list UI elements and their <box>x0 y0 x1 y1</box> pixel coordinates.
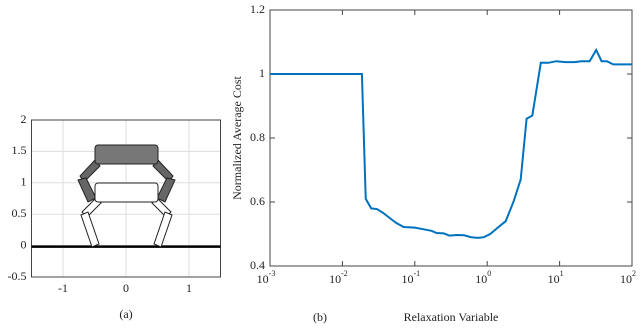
y-tick-label: 1 <box>21 175 27 189</box>
caption: (a) <box>119 307 132 321</box>
x-tick-label: 102 <box>620 269 636 286</box>
x-tick-label: 10-1 <box>401 269 420 286</box>
y-axis-label: Normalized Average Cost <box>230 75 244 199</box>
x-tick-base: 10 <box>548 272 560 286</box>
x-tick-exponent: -2 <box>341 269 348 278</box>
x-tick-base: 10 <box>475 272 487 286</box>
y-tick-label: 0.4 <box>250 258 265 272</box>
data-line <box>270 47 632 239</box>
x-tick-base: 10 <box>329 272 341 286</box>
x-tick-label: 100 <box>475 269 491 286</box>
x-tick-label: 1 <box>186 281 192 295</box>
caption: (b) <box>313 310 327 324</box>
robot-drawing <box>77 144 176 248</box>
y-tick-label: 1 <box>259 66 265 80</box>
y-tick-label: -0.5 <box>8 269 27 283</box>
x-tick-exponent: 2 <box>632 269 636 278</box>
y-tick-label: 2 <box>21 112 27 126</box>
x-tick-label: 0 <box>123 281 129 295</box>
x-tick-label: 101 <box>548 269 564 286</box>
x-tick-label: 10-2 <box>329 269 348 286</box>
y-tick-label: 0.5 <box>12 206 27 220</box>
y-tick-label: 1.2 <box>250 2 265 16</box>
x-tick-base: 10 <box>620 272 632 286</box>
x-tick-exponent: 0 <box>487 269 491 278</box>
x-tick-base: 10 <box>401 272 413 286</box>
x-axis-label: Relaxation Variable <box>404 310 499 324</box>
axes-box <box>31 119 221 278</box>
y-tick-label: 0.8 <box>250 130 265 144</box>
x-tick-label: 10-3 <box>257 269 276 286</box>
x-tick-base: 10 <box>257 272 269 286</box>
x-tick-exponent: -1 <box>413 269 420 278</box>
x-tick-exponent: 1 <box>560 269 564 278</box>
axes-box <box>269 9 633 267</box>
x-tick-exponent: -3 <box>269 269 276 278</box>
y-tick-label: 0.6 <box>250 194 265 208</box>
y-tick-label: 1.5 <box>12 143 27 157</box>
x-tick-label: -1 <box>58 281 68 295</box>
y-tick-label: 0 <box>21 237 27 251</box>
